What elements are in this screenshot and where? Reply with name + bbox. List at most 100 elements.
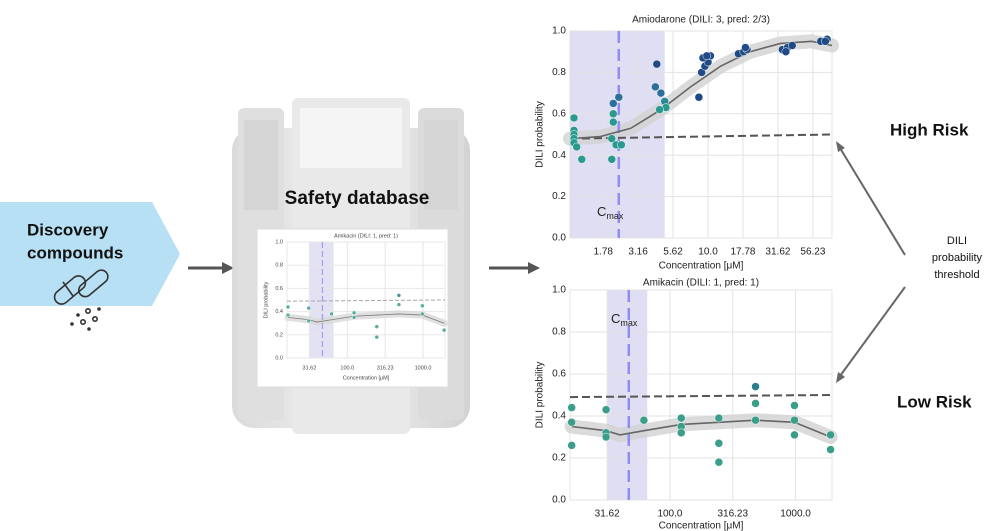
y-tick-label: 0.0 (552, 233, 566, 244)
data-point (577, 155, 587, 164)
data-point (790, 401, 799, 410)
data-point (396, 293, 402, 298)
data-point (826, 445, 835, 454)
data-point (714, 439, 724, 448)
cmax-label: Cmax (597, 204, 624, 221)
data-point (787, 41, 797, 50)
threshold-line (569, 394, 833, 399)
cmax-label: Cmax (611, 311, 638, 328)
chart-title: Amikacin (DILI: 1, pred: 1) (643, 278, 759, 289)
data-point (306, 305, 312, 311)
data-point (790, 415, 799, 425)
x-tick-label: 3.16 (628, 247, 648, 258)
y-tick-label: 0.2 (552, 191, 566, 202)
data-point (714, 413, 724, 423)
database-label: Safety database (285, 188, 430, 209)
data-point (652, 59, 662, 69)
data-point (329, 311, 334, 317)
y-tick-label: 1.0 (552, 26, 566, 37)
y-tick-label: 1.0 (552, 285, 566, 296)
data-point (609, 99, 618, 108)
data-point (601, 405, 611, 414)
y-tick-label: 1.0 (275, 239, 283, 245)
data-point (374, 324, 380, 329)
x-axis-label: Concentration [μM] (343, 375, 390, 381)
data-point (351, 315, 357, 320)
flow-arrow (188, 262, 540, 274)
data-point (677, 428, 686, 438)
discovery-label: compounds (27, 243, 123, 262)
y-tick-label: 0.4 (552, 411, 566, 422)
data-point (617, 140, 626, 150)
high-risk-label: High Risk (890, 120, 969, 139)
data-point (567, 441, 576, 450)
threshold-label: DILI (947, 235, 967, 247)
x-axis-label: Concentration [μM] (659, 261, 744, 272)
x-tick-label: 31.62 (765, 247, 790, 258)
chart: 0.0 0.2 0.4 0.6 0.8 1.0 31.62 100.0 316.23 1000.0… (535, 278, 838, 531)
data-point (639, 415, 649, 425)
threshold-line (286, 299, 446, 302)
data-point (285, 312, 291, 318)
cmax-band (607, 290, 648, 500)
data-point (374, 334, 380, 340)
y-tick-label: 0.0 (275, 355, 283, 361)
x-tick-label: 31.62 (303, 365, 317, 371)
x-tick-label: 1000.0 (780, 509, 811, 520)
data-point (351, 310, 357, 316)
data-point (714, 457, 724, 467)
chart-title: Amiodarone (DILI: 3, pred: 2/3) (632, 15, 770, 26)
data-point (607, 134, 617, 143)
chart: 0.0 0.2 0.4 0.6 0.8 1.0 1.78 3.16 5.62 10.0 17.78 3… (535, 15, 839, 272)
y-tick-label: 0.2 (552, 453, 566, 464)
x-tick-label: 316.23 (717, 509, 748, 520)
data-point (306, 318, 312, 324)
y-tick-label: 0.8 (552, 67, 566, 78)
y-tick-label: 0.8 (552, 327, 566, 338)
data-point (441, 327, 447, 333)
fit-line (569, 40, 833, 140)
data-point (677, 413, 686, 423)
data-point (655, 105, 664, 114)
y-axis-label: DILI probability (535, 362, 546, 429)
y-axis-label: DILI probability (263, 281, 269, 318)
data-point (751, 399, 760, 408)
data-point (751, 415, 760, 425)
data-point (751, 382, 760, 391)
data-point (702, 51, 712, 61)
threshold-label: probability (932, 252, 983, 264)
y-tick-label: 0.8 (275, 263, 283, 269)
data-point (614, 92, 624, 102)
data-point (420, 303, 425, 309)
x-tick-label: 5.62 (663, 247, 683, 258)
data-point (609, 109, 618, 119)
y-axis-label: DILI probability (535, 101, 546, 168)
cmax-band (309, 242, 334, 358)
x-tick-label: 316.23 (377, 365, 394, 371)
x-tick-label: 17.78 (730, 247, 755, 258)
data-point (569, 113, 579, 123)
data-point (781, 47, 791, 56)
discovery-box (0, 202, 180, 306)
data-point (826, 430, 835, 440)
y-tick-label: 0.4 (275, 309, 283, 315)
y-tick-label: 0.6 (552, 369, 566, 380)
discovery-label: Discovery (27, 220, 109, 239)
data-point (285, 304, 291, 310)
y-tick-label: 0.6 (552, 108, 566, 119)
data-point (790, 430, 799, 440)
cmax-subscript: max (606, 211, 624, 221)
x-tick-label: 56.23 (800, 247, 825, 258)
data-point (651, 82, 660, 92)
x-tick-label: 100.0 (657, 509, 682, 520)
x-tick-label: 100.0 (340, 365, 354, 371)
chart: 0.0 0.2 0.4 0.6 0.8 1.0 31.62 100.0 316.23 1000.0… (263, 233, 448, 381)
data-point (567, 403, 576, 412)
x-tick-label: 10.0 (698, 247, 718, 258)
pill-icon (53, 269, 109, 331)
x-tick-label: 31.62 (595, 509, 620, 520)
data-point (567, 418, 576, 427)
x-tick-label: 1.78 (593, 247, 613, 258)
data-point (821, 37, 830, 46)
